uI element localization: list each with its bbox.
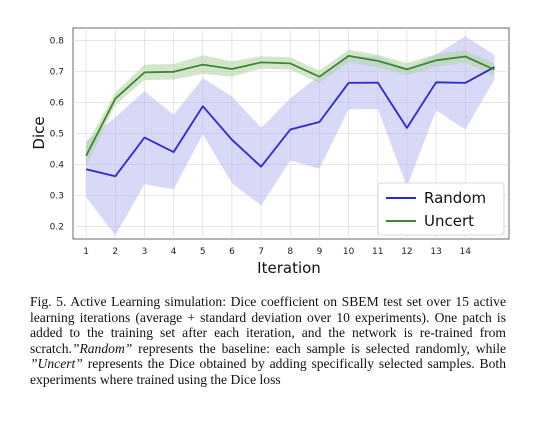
x-tick-label: 1 — [83, 247, 89, 257]
x-tick-label: 13 — [430, 247, 441, 257]
y-tick-label: 0.3 — [50, 192, 64, 202]
x-tick-label: 12 — [401, 247, 412, 257]
caption-uncert-term: ”Uncert” — [30, 356, 83, 372]
caption-end: represents the Dice obtained by adding s… — [30, 356, 506, 387]
figure-caption: Fig. 5. Active Learning simulation: Dice… — [30, 294, 506, 388]
caption-intro: Fig. 5. Active Learning simulation: Dice… — [30, 294, 506, 356]
legend-label-random: Random — [424, 189, 486, 207]
x-tick-label: 2 — [112, 247, 118, 257]
x-tick-label: 9 — [317, 247, 323, 257]
dice-chart: 0.20.30.40.50.60.70.8 1 2 3 4 5 6 7 8 9 10 11 12 13 1… — [30, 27, 510, 277]
caption-random-term: ”Random” — [71, 340, 133, 356]
legend-label-uncert: Uncert — [424, 212, 474, 230]
x-tick-label: 7 — [258, 247, 264, 257]
y-tick-label: 0.5 — [50, 130, 64, 140]
y-tick-label: 0.4 — [50, 161, 65, 171]
uncert-series-line — [85, 55, 495, 157]
std-bands — [86, 36, 495, 236]
random-series-line — [85, 66, 495, 178]
uncert-std-band — [86, 49, 495, 167]
y-tick-label: 0.2 — [50, 223, 64, 233]
caption-middle: represents the baseline: each sample is … — [132, 340, 506, 356]
random-std-band — [86, 36, 495, 236]
x-tick-label: 5 — [200, 247, 206, 257]
x-tick-label: 6 — [229, 247, 235, 257]
y-tick-label: 0.8 — [50, 36, 65, 46]
x-tick-label: 4 — [171, 247, 177, 257]
x-tick-label: 10 — [343, 247, 355, 257]
y-tick-label: 0.7 — [50, 67, 64, 77]
y-tick-labels: 0.2 0.3 0.4 0.5 0.6 0.7 0.8 — [50, 36, 65, 232]
x-tick-labels: 1 2 3 4 5 6 7 8 9 10 11 12 13 14 — [83, 247, 471, 257]
series-lines — [85, 55, 495, 178]
x-tick-label: 14 — [460, 247, 472, 257]
x-tick-label: 11 — [372, 247, 383, 257]
x-tick-label: 3 — [142, 247, 148, 257]
y-tick-label: 0.6 — [50, 98, 65, 108]
x-tick-label: 8 — [287, 247, 293, 257]
x-axis-title: Iteration — [257, 259, 321, 277]
legend: Random Uncert — [377, 182, 505, 236]
y-axis-title: Dice — [30, 116, 48, 149]
